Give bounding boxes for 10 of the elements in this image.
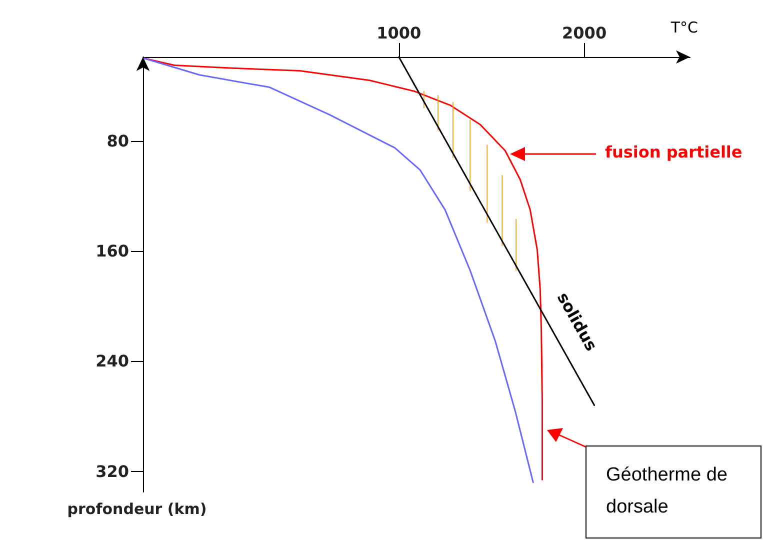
x-tick-label: 1000 (376, 24, 422, 42)
y-tick-label: 320 (96, 462, 129, 481)
y-tick-label: 240 (96, 352, 129, 371)
x-axis-title: T°C (670, 18, 698, 36)
y-tick-label: 80 (106, 131, 129, 150)
y-tick-label: 160 (96, 242, 129, 261)
y-axis-title: profondeur (km) (67, 500, 207, 518)
annotation: fusion partielle (605, 142, 742, 162)
x-tick-label: 2000 (562, 24, 607, 42)
annotation: Géotherme de dorsale (606, 464, 728, 518)
